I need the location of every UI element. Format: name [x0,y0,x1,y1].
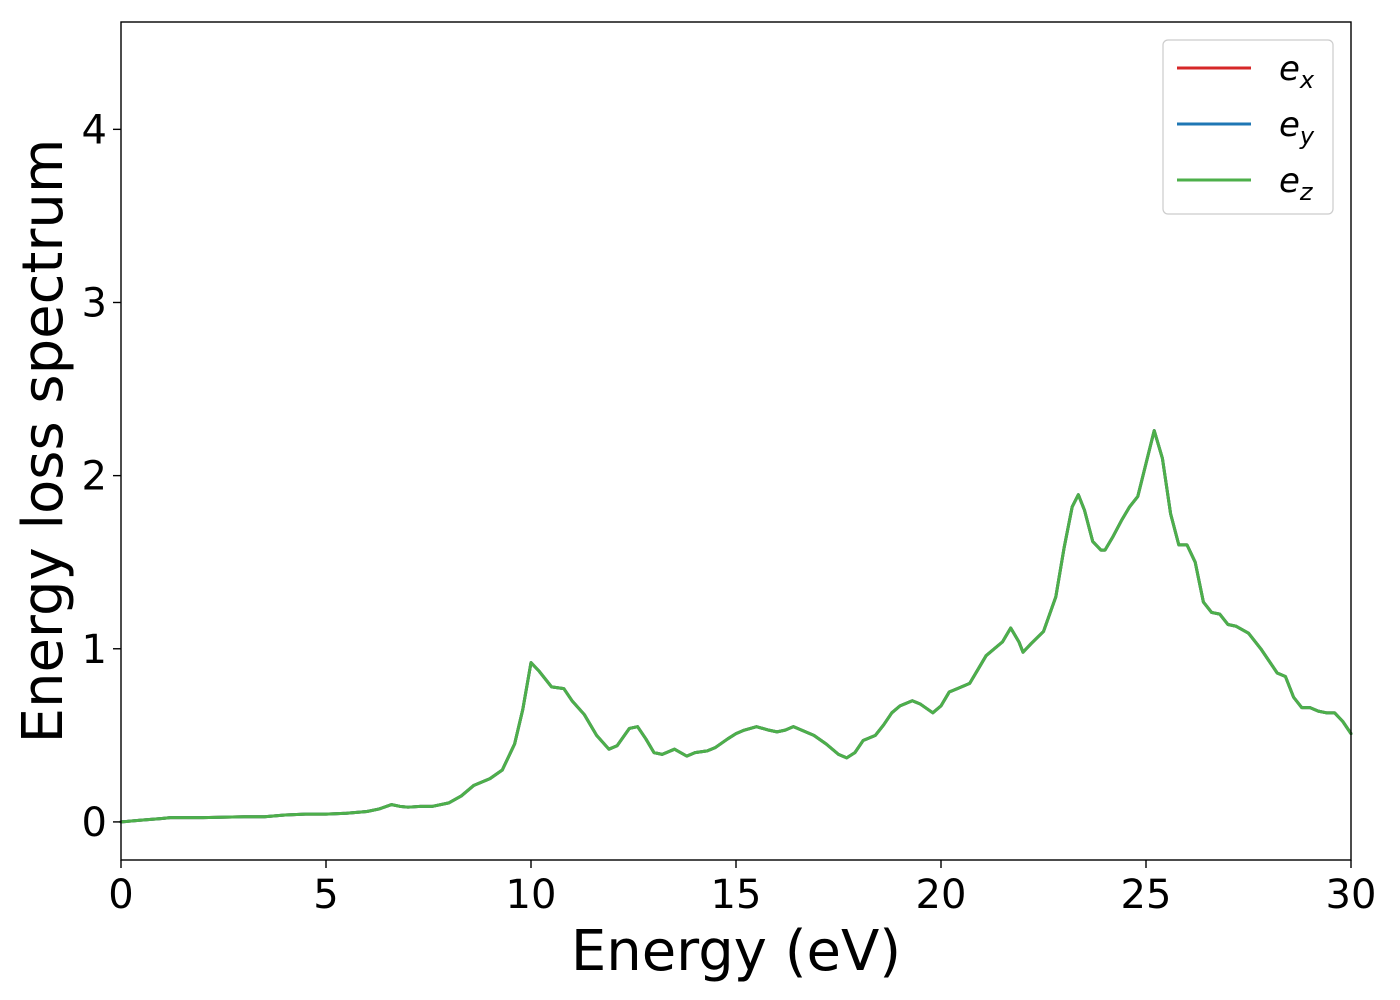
x-tick-label: 0 [108,872,133,918]
x-axis-title: Energy (eV) [571,919,901,984]
legend: ex ey ez [1162,39,1334,215]
x-tick-label: 15 [711,872,762,918]
y-axis-title: Energy loss spectrum [11,139,76,744]
series-line-ez [119,429,1353,824]
legend-label-ez: ez [1279,161,1314,206]
legend-label-ex: ex [1279,49,1315,94]
x-tick-label: 25 [1121,872,1172,918]
plot-lines [119,429,1353,824]
y-tick-label: 4 [82,107,107,153]
y-axis-ticks: 0 1 2 3 4 [82,107,121,846]
x-tick-label: 30 [1326,872,1377,918]
y-tick-label: 2 [82,454,107,500]
x-tick-label: 20 [916,872,967,918]
y-tick-label: 0 [82,800,107,846]
legend-box [1162,39,1334,215]
x-axis-ticks: 0 5 10 15 20 25 30 [108,860,1376,918]
x-tick-label: 10 [506,872,557,918]
legend-label-ey: ey [1279,105,1315,150]
y-tick-label: 3 [82,280,107,326]
y-tick-label: 1 [82,627,107,673]
x-tick-label: 5 [313,872,338,918]
